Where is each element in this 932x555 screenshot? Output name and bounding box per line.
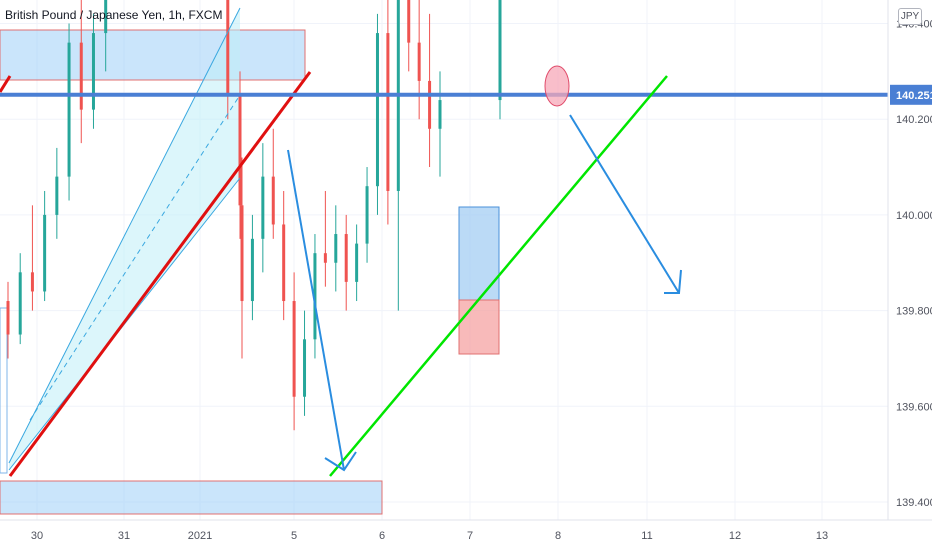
candle-body [344,234,348,282]
candle-body [365,186,369,244]
candles [6,0,502,431]
price-tick-label: 139.600 [896,401,932,413]
time-tick-label: 2021 [188,530,212,542]
candle-body [238,95,242,206]
price-tick-label: 140.200 [896,114,932,126]
time-tick-label: 7 [467,530,473,542]
channel-upper-line [8,7,241,464]
time-tick-label: 13 [816,530,828,542]
candle-body [355,243,359,282]
candle-body [67,42,71,177]
time-tick-label: 11 [641,530,652,542]
candle-body [91,33,95,110]
candle-body [438,100,442,129]
candle-body [386,33,390,191]
red-trendline [8,71,312,477]
long-position-target [458,206,500,301]
channel-mid-line [29,94,241,421]
projection-arrow-head [664,269,682,294]
candle-body [303,339,307,397]
candle-body [104,0,108,34]
price-tick-label: 140.000 [896,210,932,222]
price-tick-label: 139.400 [896,497,932,509]
candle-body [323,253,327,263]
candle-body [79,42,83,110]
time-tick-label: 6 [379,530,385,542]
candle-body [292,301,296,397]
green-uptrend-line [329,75,668,477]
candle-body [407,0,411,43]
candle-body [6,301,10,335]
candle-body [43,214,47,292]
time-tick-label: 5 [291,530,297,542]
candle-body [428,80,432,129]
price-tick-label: 139.800 [896,306,932,318]
top-supply-zone [0,29,306,81]
currency-badge[interactable]: JPY [898,8,922,25]
candle-body [240,205,244,302]
long-position-stop [458,299,500,355]
candle-body [55,176,59,215]
candle-body [250,238,254,302]
candle-body [30,272,34,292]
candle-body [226,0,230,96]
candle-body [417,42,421,81]
candle-body [334,234,338,263]
red-trendline-stub [0,75,12,93]
candle-body [313,253,317,340]
drawings-front [0,7,888,477]
support-price-label: 140.251 [896,90,932,102]
candle-body [18,272,22,335]
drawings-back [0,8,500,515]
candle-body [498,0,502,101]
time-tick-label: 30 [31,530,43,542]
down-arrow-head [324,451,357,472]
candle-body [261,176,265,239]
candle-body [271,176,275,225]
time-tick-label: 31 [118,530,130,542]
left-edge-box [0,307,8,474]
candle-body [282,224,286,302]
bottom-demand-zone [0,480,383,515]
axes: 139.400139.600139.800140.000140.200140.4… [0,0,932,542]
target-marker-ellipse [544,65,570,107]
ascending-channel-fill [9,8,240,470]
candle-body [375,33,379,187]
support-price-label-bg [890,84,932,105]
time-tick-label: 12 [729,530,741,542]
projection-arrow-shaft [569,114,680,294]
down-arrow-shaft [287,149,345,471]
chart-title: British Pound / Japanese Yen, 1h, FXCM [5,8,223,22]
time-tick-label: 8 [555,530,561,542]
